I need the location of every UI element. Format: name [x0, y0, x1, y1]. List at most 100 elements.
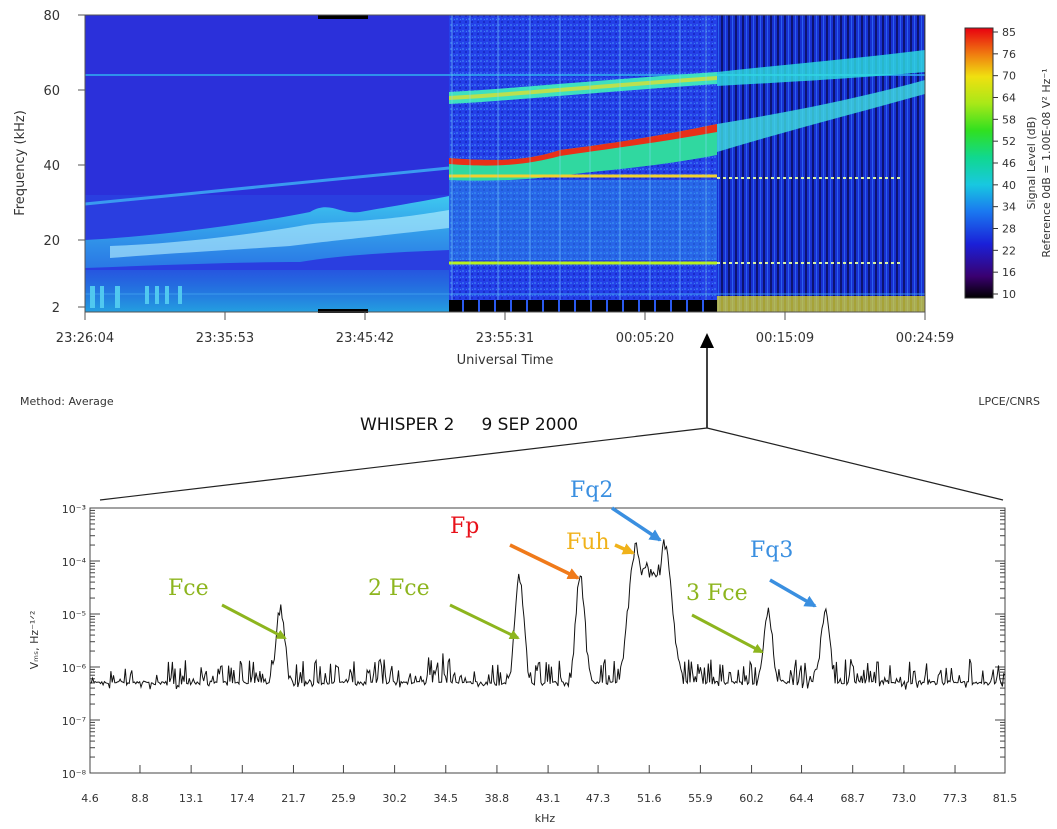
colorbar-tick-label: 58	[1002, 113, 1016, 126]
zoom-line-left	[99, 427, 708, 501]
spectrum-xtick-label: 17.4	[230, 792, 255, 805]
low-blips	[90, 286, 182, 308]
colorbar-tick-label: 46	[1002, 157, 1016, 170]
colorbar-tick-label: 10	[1002, 288, 1016, 301]
spectrum-ytick-label: 10⁻⁴	[62, 556, 87, 569]
lpce-label: LPCE/CNRS	[978, 395, 1040, 408]
method-label: Method: Average	[20, 395, 114, 408]
spectrogram-xtick-5: 00:15:09	[756, 331, 814, 346]
spectrum-xtick-label: 60.2	[739, 792, 764, 805]
arrow-fuh	[614, 543, 635, 555]
spectrum-ytick-label: 10⁻⁷	[62, 715, 86, 728]
mid-vertical-stripes	[451, 15, 707, 300]
label-fp: Fp	[450, 514, 479, 539]
spectrum-x-ticks: 4.6 8.8 13.1 17.4 21.7 25.9 30.2 34.5 38.8 43.1 47…	[81, 765, 1017, 805]
colorbar-tick-label: 76	[1002, 48, 1016, 61]
spectrum-xtick-label: 38.8	[485, 792, 510, 805]
spectrum-plot: 10⁻³ 10⁻⁴ 10⁻⁵ 10⁻⁶ 10⁻⁷ 10⁻⁸ 4.6 8.8 13.1 17.4 2…	[28, 503, 1017, 825]
spectrogram-xtick-0: 23:26:04	[56, 331, 114, 346]
colorbar: 85 76 70 64 58 52 46 40 34 28 22 16 10 Signal Level …	[964, 26, 1053, 301]
spectrum-xlabel: kHz	[535, 812, 556, 825]
spectrogram-ytick-40: 40	[43, 159, 60, 174]
spectrum-xtick-label: 47.3	[586, 792, 611, 805]
label-fq3: Fq3	[750, 538, 793, 563]
spectrogram-ytick-2: 2	[52, 301, 60, 316]
spectrum-xtick-label: 55.9	[688, 792, 713, 805]
figure-title: WHISPER 2 9 SEP 2000	[360, 415, 578, 435]
gap-bottom-left	[318, 309, 368, 313]
spectrum-line	[89, 539, 1006, 690]
colorbar-tick-label: 28	[1002, 223, 1016, 236]
spectrum-xtick-label: 8.8	[131, 792, 149, 805]
diffuse-emission-mid	[449, 180, 717, 260]
colorbar-tick-label: 40	[1002, 179, 1016, 192]
label-3fce: 3 Fce	[686, 581, 748, 606]
spectrum-xtick-label: 73.0	[892, 792, 917, 805]
spectrum-xtick-label: 81.5	[993, 792, 1018, 805]
emission-lower-right	[717, 80, 925, 152]
colorbar-tick-label: 16	[1002, 266, 1016, 279]
fce-line-left	[84, 166, 450, 206]
spectrum-xtick-label: 4.6	[81, 792, 99, 805]
arrow-3fce	[691, 613, 764, 654]
arrow-2fce	[449, 603, 520, 640]
spectrum-xtick-label: 51.6	[637, 792, 662, 805]
spectrogram-bg-left-upper	[85, 15, 449, 195]
spectrum-xtick-label: 68.7	[840, 792, 865, 805]
colorbar-label-1: Signal Level (dB)	[1025, 117, 1038, 210]
label-fuh: Fuh	[566, 530, 610, 555]
spectrum-ylabel: Vₘₛ, Hz⁻¹ᐟ²	[28, 611, 41, 670]
spectrum-xtick-label: 64.4	[789, 792, 814, 805]
spectrum-ytick-label: 10⁻⁵	[62, 609, 86, 622]
gap-top-left	[318, 15, 368, 19]
spectrum-xtick-label: 21.7	[281, 792, 306, 805]
spectrum-frame	[89, 507, 1006, 774]
colorbar-label-2: Reference 0dB = 1.00E-08 V² Hz⁻¹	[1040, 68, 1053, 257]
spectrum-xtick-label: 30.2	[382, 792, 407, 805]
spectrogram-ylabel: Frequency (kHz)	[13, 110, 28, 216]
gap-bottom-mid-marks	[462, 300, 704, 312]
spectrum-ytick-label: 10⁻⁶	[62, 662, 87, 675]
label-fq2: Fq2	[570, 478, 613, 503]
spectrogram-x-axis: 23:26:04 23:35:53 23:45:42 23:55:31 00:0…	[56, 312, 954, 368]
spectrogram-xtick-2: 23:45:42	[336, 331, 394, 346]
arrow-fq2	[611, 506, 662, 542]
emission-band-left-core	[110, 210, 449, 258]
colorbar-gradient	[964, 27, 994, 299]
spectrum-xtick-label: 77.3	[943, 792, 968, 805]
spectrum-xtick-label: 43.1	[536, 792, 561, 805]
spectrum-ytick-label: 10⁻⁸	[62, 768, 87, 781]
low-band-right	[717, 296, 925, 312]
spectrogram-ytick-80: 80	[43, 9, 60, 24]
spectrum-y-ticks: 10⁻³ 10⁻⁴ 10⁻⁵ 10⁻⁶ 10⁻⁷ 10⁻⁸	[62, 503, 1005, 781]
gap-bottom-mid	[449, 300, 717, 312]
arrow-fce	[221, 603, 287, 640]
arrow-fq3	[769, 578, 817, 608]
spectrogram-xlabel: Universal Time	[457, 353, 554, 368]
spectrogram-ytick-20: 20	[43, 234, 60, 249]
spectrogram-y-axis: 80 60 40 20 2 Frequency (kHz)	[13, 9, 85, 316]
label-2fce: 2 Fce	[368, 576, 430, 601]
arrow-fp	[509, 543, 580, 580]
spectrum-xtick-label: 34.5	[434, 792, 459, 805]
zoom-line-right	[706, 427, 1004, 501]
colorbar-tick-label: 85	[1002, 26, 1016, 39]
spectrum-xtick-label: 13.1	[179, 792, 204, 805]
colorbar-ticks: 85 76 70 64 58 52 46 40 34 28 22 16 10	[993, 26, 1016, 301]
annotations: Fce 2 Fce Fp Fuh Fq2 3 Fce Fq3	[168, 478, 817, 654]
spectrogram-xtick-6: 00:24:59	[896, 331, 954, 346]
colorbar-tick-label: 34	[1002, 201, 1016, 214]
spectrogram-ytick-60: 60	[43, 84, 60, 99]
spectrogram-xtick-4: 00:05:20	[616, 331, 674, 346]
colorbar-tick-label: 52	[1002, 135, 1016, 148]
colorbar-tick-label: 22	[1002, 244, 1016, 257]
time-marker-arrowhead	[700, 333, 714, 348]
emission-fp-mid-core	[449, 124, 717, 166]
spectrogram-xtick-3: 23:55:31	[476, 331, 534, 346]
label-fce: Fce	[168, 576, 209, 601]
emission-upper-right	[717, 50, 925, 86]
colorbar-tick-label: 64	[1002, 92, 1016, 105]
spectrogram	[84, 14, 926, 313]
low-band-left	[85, 270, 449, 312]
